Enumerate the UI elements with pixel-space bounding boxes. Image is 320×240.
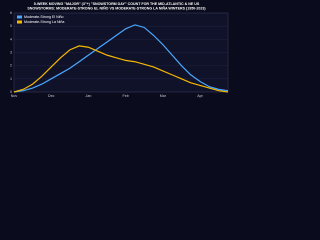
y-tick-label: 2: [10, 64, 12, 68]
y-tick-label: 6: [10, 11, 12, 15]
legend-swatch: [17, 15, 22, 19]
legend-label: Moderate-Strong La Niña: [24, 20, 64, 24]
x-tick-label: Jan: [86, 94, 92, 98]
y-tick-label: 1: [10, 77, 12, 81]
y-tick-label: 0: [10, 90, 12, 94]
y-tick-label: 5: [10, 24, 12, 28]
x-tick-label: Apr: [197, 94, 203, 98]
x-tick-label: Feb: [123, 94, 129, 98]
chart-subtitle: SNOWSTORMS: MODERATE-STRONG EL NIÑO VS M…: [27, 5, 206, 10]
chart-title: 5-WEEK MOVING "MAJOR" (3"+) "SNOWSTORM D…: [34, 2, 200, 6]
chart: 5-WEEK MOVING "MAJOR" (3"+) "SNOWSTORM D…: [0, 0, 233, 100]
x-tick-label: Mar: [160, 94, 167, 98]
y-tick-label: 4: [10, 37, 12, 41]
y-tick-label: 3: [10, 50, 12, 54]
series-line: [13, 24, 229, 93]
x-tick-label: Dec: [48, 94, 55, 98]
x-tick-label: Nov: [11, 94, 18, 98]
legend-swatch: [17, 20, 22, 24]
legend-label: Moderate-Strong El Niño: [24, 15, 64, 19]
series-line: [13, 45, 229, 93]
